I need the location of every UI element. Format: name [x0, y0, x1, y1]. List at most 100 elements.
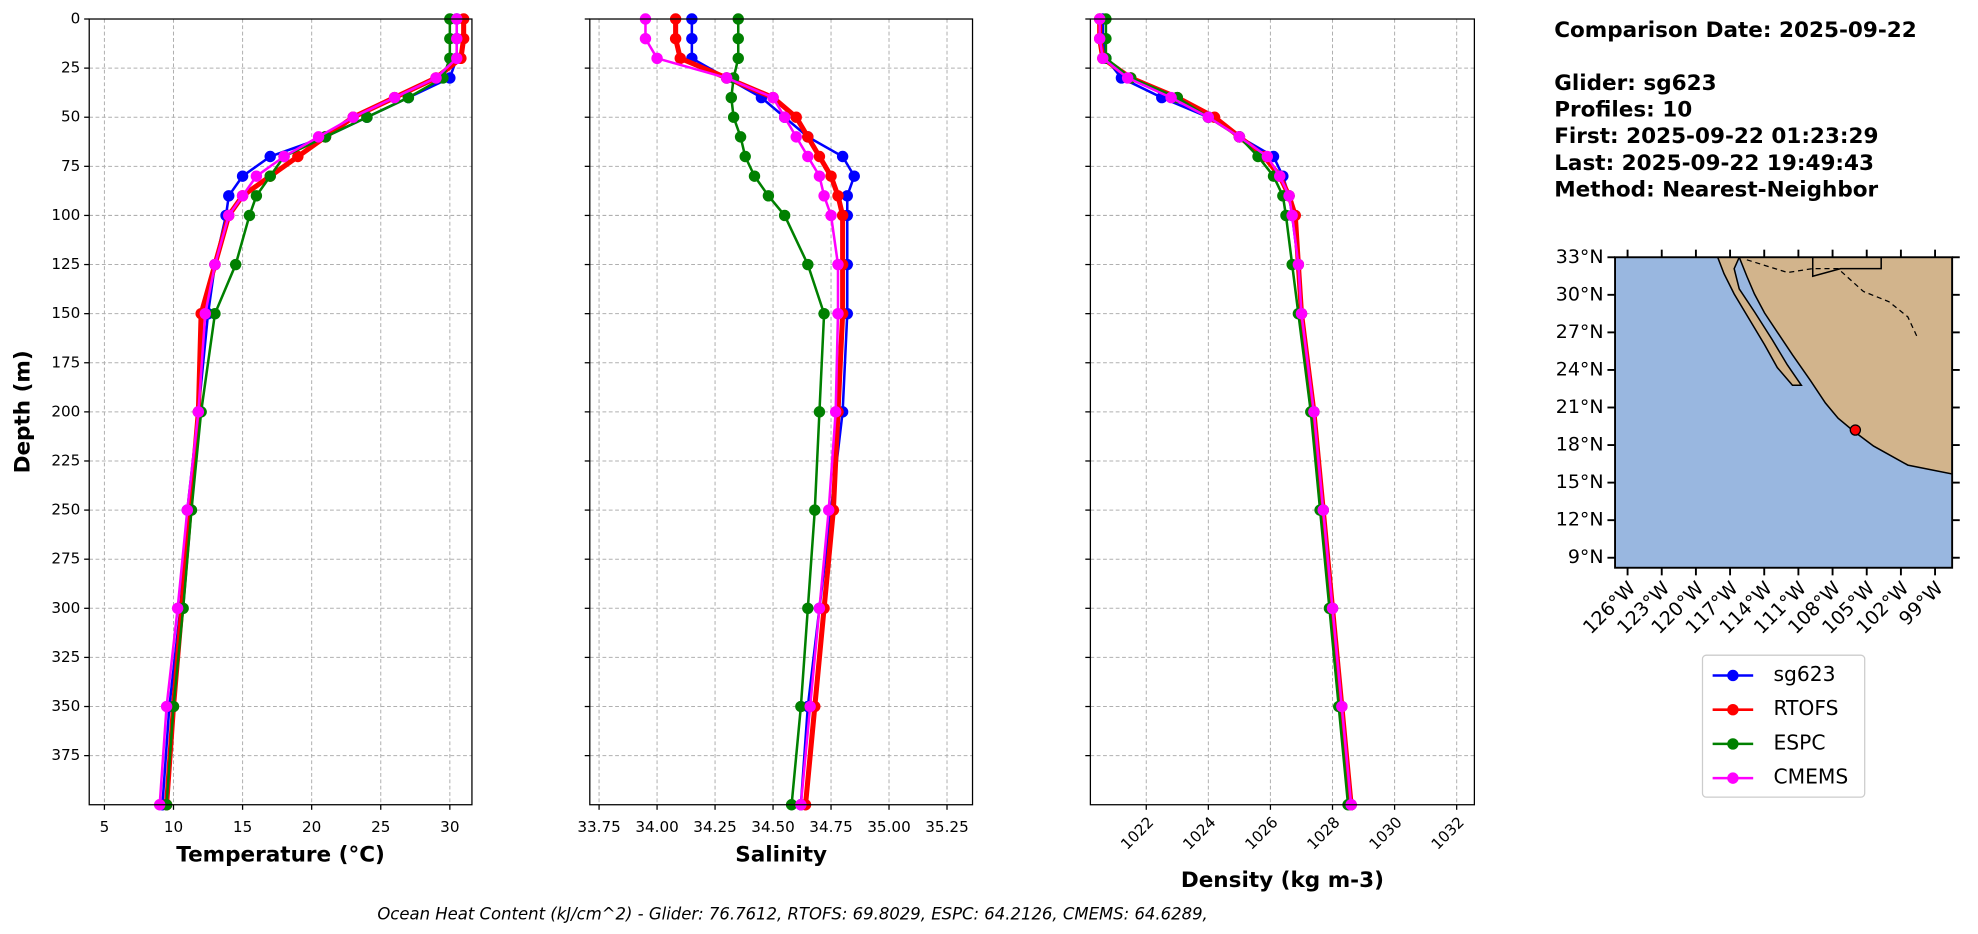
- profile-point: [734, 131, 747, 143]
- profile-point: [813, 602, 826, 615]
- map-background: [1615, 256, 1953, 568]
- border: [1746, 259, 1918, 337]
- profile-point: [802, 602, 814, 615]
- baja-peninsula: [1716, 256, 1803, 387]
- y-tick-label: 27°N: [1556, 321, 1604, 343]
- profile-point: [1283, 190, 1295, 202]
- profile-point: [223, 209, 235, 222]
- legend-label: RTOFS: [1773, 696, 1838, 720]
- y-tick-label: 12°N: [1556, 509, 1604, 531]
- legend-box: [1701, 654, 1866, 798]
- profile-point: [1093, 32, 1106, 45]
- profile-point: [1261, 150, 1274, 163]
- profile-point: [848, 170, 860, 182]
- profile-point: [829, 406, 842, 418]
- x-tick-label: 35.00: [867, 818, 910, 836]
- profile-point: [823, 504, 835, 516]
- info-line: Glider: sg623: [1554, 71, 1716, 96]
- y-tick-label: 21°N: [1556, 396, 1604, 418]
- profile-point: [209, 258, 221, 271]
- y-tick-label: 350: [51, 697, 80, 715]
- profile-point: [767, 91, 779, 104]
- profile-point: [825, 209, 837, 222]
- legend-label: CMEMS: [1773, 765, 1848, 789]
- profile-point: [229, 258, 242, 271]
- x-tick-label: 34.75: [809, 818, 852, 836]
- legend-label: ESPC: [1773, 730, 1825, 754]
- profile-point: [292, 150, 304, 163]
- profile-point: [160, 700, 173, 713]
- profile-point: [804, 700, 816, 713]
- profile-point: [192, 406, 205, 418]
- x-axis-label: Salinity: [735, 842, 827, 867]
- info-line: Last: 2025-09-22 19:49:43: [1554, 151, 1874, 176]
- profile-point: [199, 307, 211, 320]
- info-title: Comparison Date: 2025-09-22: [1554, 18, 1917, 43]
- profile-point: [802, 150, 814, 163]
- profile-point: [832, 258, 844, 271]
- footer: Ocean Heat Content (kJ/cm^2) - Glider: 7…: [377, 904, 1207, 923]
- profile-point: [778, 111, 791, 123]
- y-tick-label: 225: [51, 451, 80, 469]
- profile-point: [1336, 700, 1348, 713]
- profile-point: [669, 32, 682, 45]
- y-tick-label: 18°N: [1556, 434, 1604, 456]
- profile-line: [644, 19, 840, 805]
- profile-point: [361, 111, 373, 123]
- x-tick-label: 34.25: [693, 818, 736, 836]
- info-line: Method: Nearest-Neighbor: [1554, 177, 1878, 202]
- profile-point: [778, 209, 791, 222]
- profile-point: [790, 111, 802, 123]
- profile-point: [236, 170, 249, 182]
- profile-point: [278, 150, 290, 163]
- profile-point: [209, 307, 221, 320]
- y-tick-label: 25: [61, 59, 80, 77]
- y-tick-label: 100: [51, 206, 80, 224]
- legend-label: sg623: [1773, 662, 1835, 686]
- profile-point: [748, 170, 761, 182]
- profile-point: [727, 111, 740, 123]
- profile-point: [841, 190, 853, 202]
- x-tick-label: 10: [164, 818, 183, 836]
- profile-point: [1317, 504, 1329, 516]
- profile-point: [243, 209, 256, 222]
- profile-point: [739, 150, 751, 163]
- profile-point: [732, 52, 744, 64]
- mainland: [1738, 256, 1953, 475]
- y-tick-label: 375: [51, 746, 80, 764]
- profile-point: [686, 32, 698, 45]
- profile-point: [1233, 131, 1246, 143]
- x-tick-label: 35.25: [925, 818, 968, 836]
- y-tick-label: 250: [51, 501, 80, 519]
- border: [1811, 257, 1882, 278]
- x-tick-label: 34.00: [635, 818, 678, 836]
- y-tick-label: 9°N: [1568, 546, 1604, 568]
- profile-point: [312, 131, 325, 143]
- y-tick-label: 275: [51, 550, 80, 568]
- x-tick-label: 33.75: [577, 818, 620, 836]
- profile-point: [1286, 209, 1298, 222]
- profile-point: [1308, 406, 1320, 418]
- plot-frame: [589, 18, 974, 806]
- profile-point: [236, 190, 249, 202]
- profile-point: [1121, 72, 1134, 84]
- profile-point: [1326, 602, 1339, 615]
- map-frame: [1614, 256, 1954, 569]
- profile-point: [1097, 52, 1109, 64]
- x-axis-label: Temperature (°C): [176, 842, 385, 867]
- info-line: Profiles: 10: [1554, 98, 1692, 123]
- profile-point: [802, 258, 814, 271]
- y-tick-label: 30°N: [1556, 283, 1604, 305]
- profile-point: [674, 52, 686, 64]
- profile-point: [809, 504, 821, 516]
- y-tick-label: 300: [51, 599, 80, 617]
- profile-point: [818, 190, 830, 202]
- profile-point: [813, 406, 826, 418]
- y-tick-label: 175: [51, 353, 80, 371]
- legend-swatch: [1727, 772, 1739, 784]
- profile-point: [1274, 170, 1286, 182]
- profile-point: [264, 150, 276, 163]
- profile-point: [451, 32, 463, 45]
- legend-swatch: [1727, 703, 1739, 716]
- profile-point: [836, 209, 849, 222]
